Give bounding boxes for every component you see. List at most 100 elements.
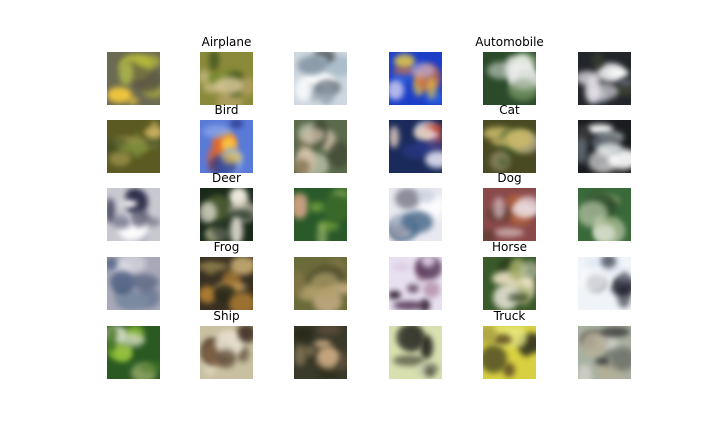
image-blob bbox=[507, 293, 530, 303]
image-blob bbox=[426, 77, 437, 99]
image-blob bbox=[294, 193, 308, 204]
image-tile bbox=[389, 52, 442, 105]
image-tile bbox=[578, 257, 631, 310]
image-blob bbox=[111, 215, 131, 229]
image-blob bbox=[328, 142, 347, 168]
image-blob bbox=[422, 281, 441, 298]
image-blob bbox=[143, 127, 160, 138]
image-tile bbox=[294, 188, 347, 241]
image-blob bbox=[237, 326, 253, 344]
image-tile bbox=[578, 326, 631, 379]
image-blob bbox=[109, 151, 132, 166]
image-blob bbox=[296, 55, 327, 75]
image-blob bbox=[314, 339, 331, 349]
image-tile bbox=[294, 257, 347, 310]
image-tile bbox=[389, 326, 442, 379]
image-blob bbox=[584, 76, 601, 104]
image-tile bbox=[107, 188, 160, 241]
image-blob bbox=[115, 345, 133, 363]
image-blob bbox=[336, 350, 347, 370]
class-label: Automobile bbox=[475, 35, 544, 49]
class-label: Horse bbox=[492, 240, 527, 254]
image-blob bbox=[127, 96, 138, 105]
image-blob bbox=[205, 263, 217, 276]
image-blob bbox=[493, 196, 506, 219]
image-blob bbox=[617, 282, 631, 308]
image-blob bbox=[310, 271, 340, 298]
image-blob bbox=[119, 60, 133, 86]
image-blob bbox=[421, 257, 435, 267]
image-blob bbox=[322, 195, 347, 223]
image-blob bbox=[229, 292, 253, 310]
image-blob bbox=[389, 125, 400, 149]
image-blob bbox=[512, 202, 533, 218]
image-tile bbox=[294, 52, 347, 105]
class-label: Frog bbox=[213, 240, 240, 254]
image-blob bbox=[612, 86, 631, 97]
image-blob bbox=[507, 326, 528, 348]
image-blob bbox=[618, 78, 631, 87]
image-blob bbox=[483, 228, 495, 241]
image-tile bbox=[389, 188, 442, 241]
image-blob bbox=[230, 217, 243, 241]
image-blob bbox=[294, 345, 306, 367]
image-tile bbox=[200, 188, 253, 241]
image-blob bbox=[391, 66, 418, 75]
image-blob bbox=[303, 345, 316, 357]
image-blob bbox=[125, 188, 139, 199]
image-blob bbox=[317, 80, 335, 105]
image-blob bbox=[389, 225, 407, 239]
image-blob bbox=[587, 150, 618, 173]
image-blob bbox=[601, 327, 631, 338]
image-blob bbox=[127, 273, 159, 291]
image-blob bbox=[398, 326, 424, 350]
image-blob bbox=[498, 157, 510, 168]
image-tile bbox=[483, 326, 536, 379]
image-blob bbox=[392, 263, 410, 272]
image-blob bbox=[204, 356, 217, 376]
image-blob bbox=[591, 52, 604, 69]
image-blob bbox=[492, 334, 512, 345]
class-label: Bird bbox=[214, 103, 239, 117]
image-tile bbox=[578, 120, 631, 173]
image-blob bbox=[294, 327, 314, 341]
image-tile bbox=[483, 188, 536, 241]
class-label: Dog bbox=[497, 171, 522, 185]
image-blob bbox=[318, 220, 340, 231]
image-blob bbox=[147, 137, 160, 149]
image-blob bbox=[135, 54, 160, 69]
image-blob bbox=[581, 331, 606, 357]
image-tile bbox=[578, 52, 631, 105]
class-label: Deer bbox=[212, 171, 241, 185]
image-blob bbox=[579, 266, 607, 292]
image-blob bbox=[593, 224, 617, 241]
image-blob bbox=[394, 188, 421, 210]
image-blob bbox=[602, 200, 621, 212]
image-blob bbox=[407, 283, 420, 293]
image-blob bbox=[316, 326, 342, 335]
image-blob bbox=[393, 355, 425, 366]
image-blob bbox=[230, 257, 253, 276]
image-blob bbox=[200, 69, 211, 84]
image-tile bbox=[200, 257, 253, 310]
image-blob bbox=[316, 222, 327, 241]
image-blob bbox=[424, 150, 442, 169]
image-blob bbox=[107, 326, 118, 354]
image-blob bbox=[502, 363, 516, 377]
image-blob bbox=[294, 78, 312, 101]
image-tile bbox=[107, 52, 160, 105]
image-blob bbox=[302, 128, 325, 144]
image-tile bbox=[200, 326, 253, 379]
image-blob bbox=[505, 129, 533, 150]
image-blob bbox=[483, 326, 497, 344]
image-blob bbox=[483, 345, 507, 373]
image-tile bbox=[578, 188, 631, 241]
image-blob bbox=[226, 210, 253, 222]
class-label: Truck bbox=[493, 309, 526, 323]
image-blob bbox=[424, 365, 436, 378]
image-blob bbox=[594, 356, 611, 365]
image-blob bbox=[410, 62, 435, 78]
image-blob bbox=[308, 201, 324, 213]
image-blob bbox=[420, 299, 431, 310]
